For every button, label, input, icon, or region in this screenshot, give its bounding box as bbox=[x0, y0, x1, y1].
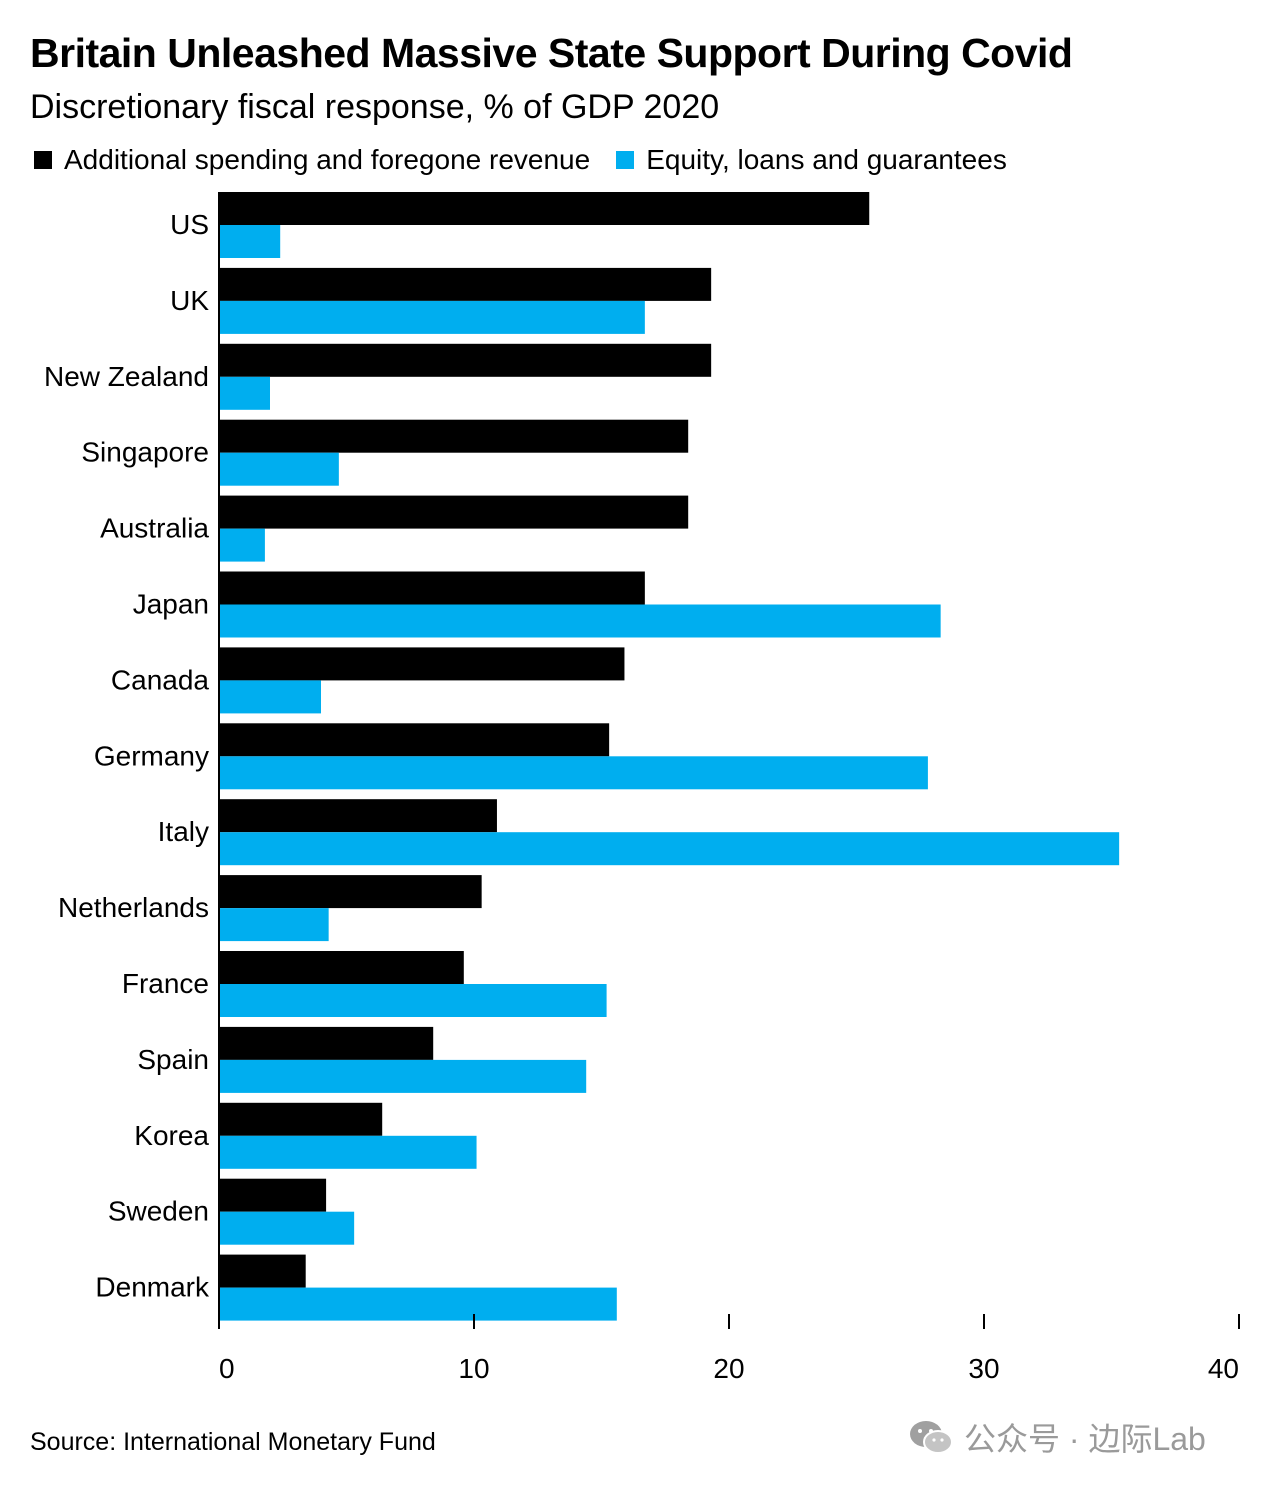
x-tick-label-30: 30 bbox=[968, 1353, 999, 1384]
category-label-us: US bbox=[170, 209, 209, 240]
bar-us-equity bbox=[219, 225, 281, 258]
bar-spain-spending bbox=[219, 1026, 434, 1060]
legend-label-spending: Additional spending and foregone revenue bbox=[64, 144, 591, 175]
bar-new-zealand-equity bbox=[219, 376, 270, 410]
category-label-new-zealand: New Zealand bbox=[44, 361, 209, 392]
x-tick-label-20: 20 bbox=[713, 1353, 744, 1384]
category-label-uk: UK bbox=[170, 285, 209, 316]
category-label-sweden: Sweden bbox=[108, 1196, 209, 1227]
wechat-icon bbox=[910, 1421, 953, 1454]
legend-swatch-equity bbox=[616, 151, 635, 169]
bar-italy-equity bbox=[219, 832, 1120, 866]
x-tick-label-10: 10 bbox=[458, 1353, 489, 1384]
category-label-japan: Japan bbox=[133, 589, 209, 620]
bar-sweden-spending bbox=[219, 1178, 327, 1212]
bar-sweden-equity bbox=[219, 1211, 355, 1245]
bar-us-spending bbox=[219, 192, 870, 225]
bar-netherlands-equity bbox=[219, 908, 329, 942]
category-label-canada: Canada bbox=[111, 664, 210, 695]
bar-australia-equity bbox=[219, 528, 265, 562]
bar-japan-equity bbox=[219, 604, 941, 638]
category-label-germany: Germany bbox=[94, 740, 209, 771]
bar-italy-spending bbox=[219, 799, 497, 833]
bar-korea-equity bbox=[219, 1135, 477, 1169]
bar-canada-equity bbox=[219, 680, 321, 714]
x-tick-label-40: 40 bbox=[1208, 1353, 1239, 1384]
bar-new-zealand-spending bbox=[219, 343, 712, 377]
source-note: Source: International Monetary Fund bbox=[30, 1428, 436, 1456]
category-label-singapore: Singapore bbox=[81, 437, 209, 468]
bar-uk-equity bbox=[219, 300, 645, 334]
x-tick-label-0: 0 bbox=[219, 1353, 235, 1384]
legend-item-spending: Additional spending and foregone revenue bbox=[34, 144, 590, 176]
category-label-spain: Spain bbox=[137, 1044, 209, 1075]
bar-spain-equity bbox=[219, 1059, 587, 1093]
category-label-france: France bbox=[122, 968, 209, 999]
category-label-denmark: Denmark bbox=[95, 1272, 210, 1303]
bar-singapore-spending bbox=[219, 419, 689, 453]
chart-subtitle: Discretionary fiscal response, % of GDP … bbox=[30, 88, 720, 126]
bar-singapore-equity bbox=[219, 452, 339, 486]
bar-korea-spending bbox=[219, 1102, 383, 1136]
category-label-australia: Australia bbox=[100, 513, 209, 544]
bar-netherlands-spending bbox=[219, 875, 482, 909]
legend: Additional spending and foregone revenue… bbox=[34, 144, 1033, 176]
bar-germany-equity bbox=[219, 756, 928, 790]
legend-label-equity: Equity, loans and guarantees bbox=[646, 144, 1007, 175]
bar-denmark-spending bbox=[219, 1254, 306, 1288]
category-label-italy: Italy bbox=[158, 816, 209, 847]
chart-title: Britain Unleashed Massive State Support … bbox=[30, 30, 1073, 76]
bar-france-equity bbox=[219, 984, 607, 1017]
bar-australia-spending bbox=[219, 495, 689, 529]
legend-item-equity: Equity, loans and guarantees bbox=[616, 144, 1007, 176]
bar-france-spending bbox=[219, 951, 464, 984]
bar-uk-spending bbox=[219, 267, 712, 301]
watermark-text: 公众号 · 边际Lab bbox=[964, 1421, 1206, 1457]
bar-germany-spending bbox=[219, 723, 610, 757]
legend-swatch-spending bbox=[34, 151, 52, 169]
bar-chart: US UK New Zealand Singapore Australia Japan Ca… bbox=[44, 192, 1240, 1384]
bar-canada-spending bbox=[219, 647, 625, 681]
bar-denmark-equity bbox=[219, 1287, 617, 1321]
category-label-korea: Korea bbox=[134, 1120, 209, 1151]
watermark: 公众号 · 边际Lab bbox=[908, 1414, 1206, 1460]
bar-japan-spending bbox=[219, 571, 645, 605]
category-label-netherlands: Netherlands bbox=[58, 892, 209, 923]
